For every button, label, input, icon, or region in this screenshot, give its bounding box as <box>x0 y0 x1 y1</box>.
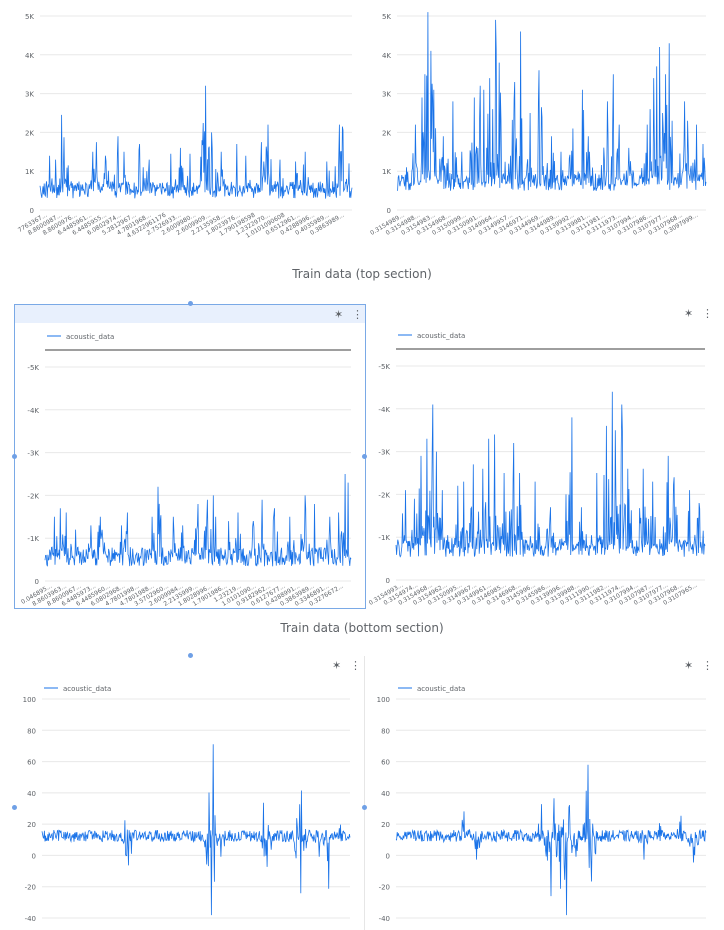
y-tick-label: -5K <box>378 363 390 371</box>
y-tick-label: 0 <box>32 852 36 860</box>
more-vert-icon[interactable]: ⋮ <box>350 659 361 672</box>
chart-top-right: 01K2K3K4K5K0.3154989...0.3154988...0.315… <box>369 12 707 237</box>
y-tick-label: 0 <box>30 207 34 215</box>
series-acoustic-data-line <box>41 744 351 916</box>
series-acoustic-data-line <box>44 473 352 567</box>
row3-divider <box>364 656 365 930</box>
resize-handle-row3-top[interactable] <box>188 653 193 658</box>
y-tick-label: 3K <box>25 91 34 99</box>
y-tick-label: 2K <box>25 129 34 137</box>
chart-bottom-right: acoustic_data0-1K-2K-3K-4K-5K0.3154993..… <box>368 332 706 607</box>
more-vert-icon[interactable]: ⋮ <box>702 659 713 672</box>
y-tick-label: 60 <box>381 759 390 767</box>
y-tick-label: -20 <box>25 884 36 892</box>
y-tick-label: -3K <box>378 449 390 457</box>
caption-bottom-section: Train data (bottom section) <box>280 621 444 635</box>
explore-icon[interactable]: ✶ <box>684 307 694 320</box>
chart-panel-top-left[interactable]: 0 1K 2K 3K 4K 5K 7763367... 8.8600987... 8.86009… <box>0 0 362 262</box>
y-tick-label: 4K <box>25 52 34 60</box>
y-tick-label: 5K <box>382 13 391 21</box>
chart-panel-row3-right[interactable]: ✶ ⋮ acoustic_data -40 -20 0 20 40 60 80 100 <box>368 656 724 930</box>
explore-icon[interactable]: ✶ <box>334 308 344 321</box>
y-tick-label: 3K <box>382 91 391 99</box>
y-tick-label: -2K <box>378 491 390 499</box>
legend-label: acoustic_data <box>66 333 114 341</box>
more-vert-icon[interactable]: ⋮ <box>702 307 713 320</box>
chart-panel-bottom-left-selected[interactable]: ✶ ⋮ acoustic_data 0 -1K -2K -3K -4K -5K 0.04689… <box>14 304 366 609</box>
more-vert-icon[interactable]: ⋮ <box>352 308 363 321</box>
y-tick-label: -3K <box>27 450 39 458</box>
y-tick-label: 0 <box>35 578 39 586</box>
resize-handle-top[interactable] <box>188 301 193 306</box>
chart-row3-left: acoustic_data -40 -20 0 20 40 60 80 100 <box>23 685 351 923</box>
explore-icon[interactable]: ✶ <box>684 659 694 672</box>
y-tick-label: 0 <box>387 207 391 215</box>
series-acoustic-data-line <box>396 12 707 191</box>
y-tick-label: 20 <box>381 821 390 829</box>
y-tick-label: 1K <box>382 168 391 176</box>
series-acoustic-data-line <box>39 85 353 199</box>
y-tick-label: -4K <box>27 407 39 415</box>
chart-bottom-left: acoustic_data0-1K-2K-3K-4K-5K0.046895...… <box>20 333 352 608</box>
y-tick-label: 40 <box>381 790 390 798</box>
y-tick-label: 80 <box>381 727 390 735</box>
y-tick-label: 60 <box>27 759 36 767</box>
y-tick-label: -4K <box>378 406 390 414</box>
selection-header <box>15 305 365 323</box>
chart-panel-row3-left[interactable]: ✶ ⋮ acoustic_data -40 -20 0 20 40 60 80 100 <box>14 656 364 930</box>
y-tick-label: 0 <box>386 852 390 860</box>
resize-handle-right[interactable] <box>362 454 367 459</box>
y-tick-label: -40 <box>25 915 36 923</box>
chart-panel-bottom-right[interactable]: ✶ ⋮ acoustic_data 0 -1K -2K -3K -4K -5K 0.31549… <box>368 304 724 609</box>
y-tick-label: 20 <box>27 821 36 829</box>
y-tick-label: -40 <box>379 915 390 923</box>
explore-icon[interactable]: ✶ <box>332 659 342 672</box>
y-tick-label: 80 <box>27 727 36 735</box>
caption-top-section: Train data (top section) <box>292 267 432 281</box>
y-tick-label: 100 <box>23 696 36 704</box>
chart-panel-top-right[interactable]: 0 1K 2K 3K 4K 5K 0.3154989... 0.3154988... 0.315… <box>368 0 724 262</box>
y-tick-label: 2K <box>382 129 391 137</box>
y-tick-label: 0 <box>386 577 390 585</box>
y-tick-label: -1K <box>378 534 390 542</box>
chart-top-left: 01K2K3K4K5K7763367...8.8600987...8.86009… <box>17 13 353 240</box>
series-acoustic-data-line <box>395 764 707 916</box>
legend-label: acoustic_data <box>63 685 111 693</box>
y-tick-label: 4K <box>382 52 391 60</box>
y-tick-label: -1K <box>27 535 39 543</box>
y-tick-label: -2K <box>27 492 39 500</box>
legend-label: acoustic_data <box>417 332 465 340</box>
y-tick-label: 40 <box>27 790 36 798</box>
y-tick-label: 100 <box>377 696 390 704</box>
series-acoustic-data-line <box>395 391 706 558</box>
y-tick-label: -20 <box>379 884 390 892</box>
resize-handle-row3-left[interactable] <box>12 805 17 810</box>
resize-handle-row3-right[interactable] <box>362 805 367 810</box>
y-tick-label: -5K <box>27 364 39 372</box>
chart-row3-right: acoustic_data -40 -20 0 20 40 60 80 100 <box>377 685 707 923</box>
resize-handle-left[interactable] <box>12 454 17 459</box>
legend-label: acoustic_data <box>417 685 465 693</box>
y-tick-label: 5K <box>25 13 34 21</box>
y-tick-label: 1K <box>25 168 34 176</box>
